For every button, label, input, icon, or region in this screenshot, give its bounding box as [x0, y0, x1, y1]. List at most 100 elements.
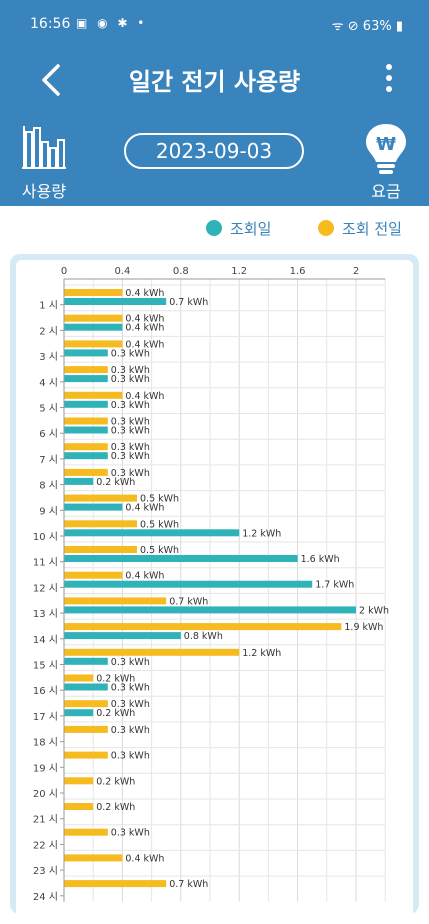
y-tick-label: 14 시: [33, 634, 58, 646]
previous-day-bar: [64, 880, 167, 888]
legend-previous: 조회 전일: [318, 218, 402, 239]
current-day-value-label: 0.8 kWh: [184, 631, 223, 642]
current-day-bar: [64, 298, 167, 305]
current-day-bar: [64, 323, 123, 331]
y-tick-label: 10 시: [33, 531, 58, 543]
chart-panel: 0 0.4 0.8 1.2 1.6 2 1 시 0.4 kWh 0.7 kWh 2 시 0.4 kW…: [10, 254, 419, 920]
current-day-bar: [64, 657, 108, 665]
x-tick-label: 0.4: [114, 266, 130, 277]
legend-previous-swatch: [318, 220, 334, 236]
current-day-value-label: 0.3 kWh: [111, 426, 150, 437]
current-day-bar: [64, 683, 108, 691]
previous-day-value-label: 0.3 kWh: [111, 442, 150, 453]
previous-day-bar: [64, 623, 342, 631]
previous-day-bar: [64, 443, 108, 451]
date-selector[interactable]: 2023-09-03: [124, 133, 304, 169]
current-day-bar: [64, 426, 108, 434]
previous-day-bar: [64, 366, 108, 374]
current-day-value-label: 1.2 kWh: [242, 528, 281, 539]
current-day-bar: [64, 477, 94, 485]
previous-day-value-label: 0.4 kWh: [125, 391, 164, 402]
legend-current-swatch: [206, 220, 222, 236]
y-tick-label: 12 시: [33, 582, 58, 594]
notification-icons: ▣ ◉ ✱ •: [76, 16, 148, 30]
current-day-bar: [64, 580, 313, 588]
y-tick-label: 11 시: [33, 557, 58, 569]
wifi-mute-icons: ᯤ ⊘: [331, 19, 359, 34]
fee-button[interactable]: ₩ 요금: [358, 122, 414, 206]
current-day-value-label: 0.3 kWh: [111, 683, 150, 694]
y-tick-label: 2 시: [39, 325, 58, 337]
previous-day-value-label: 1.9 kWh: [344, 622, 383, 633]
y-tick-label: 20 시: [33, 788, 58, 800]
y-tick-label: 13 시: [33, 608, 58, 620]
previous-day-bar: [64, 828, 108, 836]
app-header: 일간 전기 사용량 사용량 2023-09-03 ₩ 요금: [0, 46, 429, 206]
back-arrow-icon[interactable]: [34, 60, 74, 100]
previous-day-value-label: 0.3 kWh: [111, 828, 150, 839]
previous-day-bar: [64, 648, 240, 656]
battery-level: 63%: [362, 19, 392, 34]
current-day-bar: [64, 709, 94, 717]
y-tick-label: 9 시: [39, 505, 58, 517]
current-day-bar: [64, 452, 108, 460]
y-tick-label: 17 시: [33, 711, 58, 723]
previous-day-value-label: 0.2 kWh: [96, 776, 135, 787]
current-day-value-label: 0.7 kWh: [169, 297, 208, 308]
previous-day-bar: [64, 468, 108, 476]
usage-label: 사용량: [21, 182, 67, 201]
previous-day-value-label: 0.5 kWh: [140, 519, 179, 530]
previous-day-value-label: 0.3 kWh: [111, 468, 150, 479]
x-tick-label: 2: [353, 266, 359, 277]
previous-day-bar: [64, 289, 123, 296]
current-day-value-label: 0.4 kWh: [125, 503, 164, 514]
previous-day-bar: [64, 674, 94, 682]
y-tick-label: 18 시: [33, 737, 58, 749]
status-bar: 16:56 ▣ ◉ ✱ • ᯤ ⊘ 63% ▮: [0, 0, 429, 46]
y-tick-label: 8 시: [39, 480, 58, 492]
current-day-value-label: 0.2 kWh: [96, 477, 135, 488]
y-tick-label: 7 시: [39, 454, 58, 466]
current-day-bar: [64, 400, 108, 408]
previous-day-value-label: 0.2 kWh: [96, 674, 135, 685]
previous-day-bar: [64, 314, 123, 322]
y-tick-label: 5 시: [39, 403, 58, 415]
chart-area: 0 0.4 0.8 1.2 1.6 2 1 시 0.4 kWh 0.7 kWh 2 시 0.4 kW…: [16, 260, 413, 920]
previous-day-bar: [64, 571, 123, 579]
y-tick-label: 4 시: [39, 377, 58, 389]
previous-day-bar: [64, 391, 123, 399]
previous-day-bar: [64, 854, 123, 862]
y-tick-label: 15 시: [33, 660, 58, 672]
y-tick-label: 16 시: [33, 685, 58, 697]
page-title: 일간 전기 사용량: [128, 68, 301, 96]
previous-day-value-label: 0.4 kWh: [125, 314, 164, 325]
previous-day-value-label: 0.3 kWh: [111, 725, 150, 736]
y-tick-label: 24 시: [33, 891, 58, 903]
previous-day-value-label: 0.2 kWh: [96, 802, 135, 813]
previous-day-bar: [64, 546, 137, 553]
current-day-bar: [64, 375, 108, 383]
current-day-bar: [64, 606, 356, 614]
current-day-value-label: 0.3 kWh: [111, 657, 150, 668]
y-tick-label: 23 시: [33, 865, 58, 877]
current-day-bar: [64, 349, 108, 357]
status-time: 16:56: [30, 16, 71, 32]
previous-day-value-label: 0.3 kWh: [111, 751, 150, 762]
previous-day-bar: [64, 597, 167, 605]
y-tick-label: 21 시: [33, 814, 58, 826]
usage-button[interactable]: 사용량: [12, 124, 76, 204]
current-day-bar: [64, 632, 181, 640]
y-tick-label: 22 시: [33, 839, 58, 851]
previous-day-value-label: 1.2 kWh: [242, 648, 281, 659]
previous-day-bar: [64, 520, 137, 528]
more-options-icon[interactable]: [383, 64, 395, 98]
previous-day-bar: [64, 700, 108, 708]
previous-day-bar: [64, 417, 108, 425]
current-day-value-label: 0.2 kWh: [96, 708, 135, 719]
current-day-value-label: 0.3 kWh: [111, 348, 150, 359]
previous-day-bar: [64, 751, 108, 759]
y-tick-label: 19 시: [33, 762, 58, 774]
y-tick-label: 1 시: [39, 300, 58, 312]
previous-day-bar: [64, 340, 123, 348]
lightbulb-won-icon: ₩: [366, 124, 406, 174]
